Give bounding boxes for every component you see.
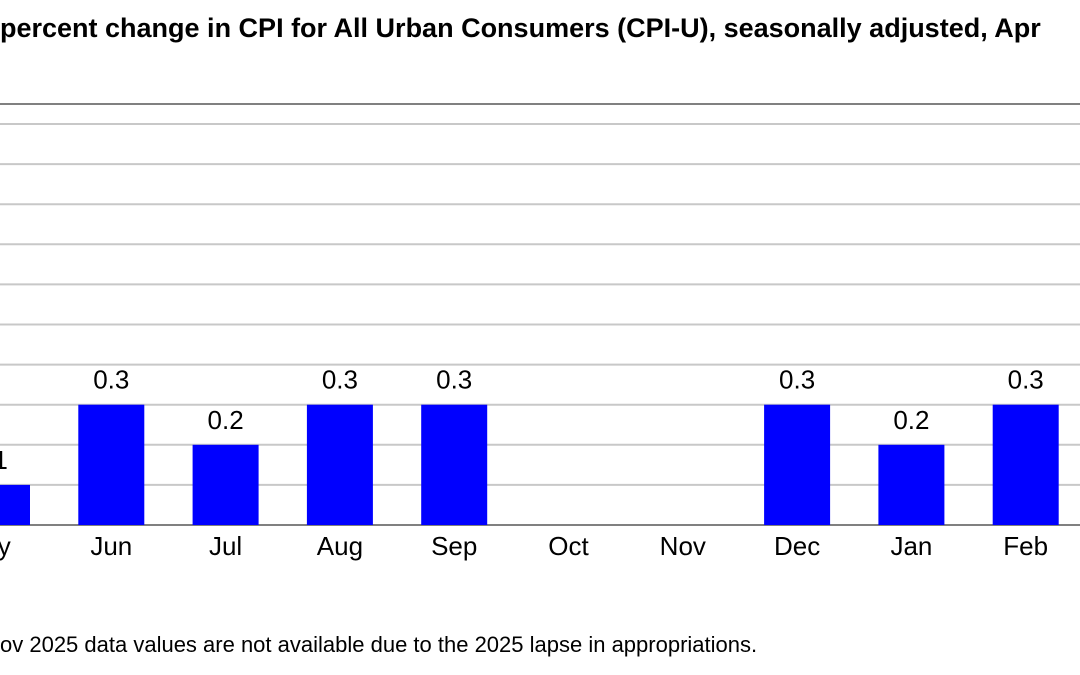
data-label-dec: 0.3	[779, 365, 815, 395]
x-tick-jun: Jun	[90, 531, 132, 561]
data-label-aug: 0.3	[322, 365, 358, 395]
bar-chart: .1 0.3 0.2 0.3 0.3 0.3 0.2 0.3 ay Jun Jul Aug Sep Oc…	[0, 103, 1080, 561]
x-tick-dec: Dec	[774, 531, 820, 561]
data-labels: .1 0.3 0.2 0.3 0.3 0.3 0.2 0.3	[0, 365, 1044, 475]
data-label-jul: 0.2	[208, 405, 244, 435]
footnote: ov 2025 data values are not available du…	[0, 632, 758, 657]
bar-sep	[421, 404, 488, 525]
x-tick-ay: ay	[0, 531, 11, 561]
bar-feb	[992, 404, 1059, 525]
x-tick-nov: Nov	[660, 531, 706, 561]
x-tick-aug: Aug	[317, 531, 363, 561]
chart-title: percent change in CPI for All Urban Cons…	[0, 13, 1041, 43]
x-tick-labels: ay Jun Jul Aug Sep Oct Nov Dec Jan Feb	[0, 531, 1048, 561]
x-tick-sep: Sep	[431, 531, 477, 561]
bar-jun	[78, 404, 145, 525]
bar-dec	[764, 404, 831, 525]
data-label-jun: 0.3	[93, 365, 129, 395]
bar-aug	[306, 404, 373, 525]
grid-lines	[0, 103, 1080, 526]
bar-jan	[878, 444, 945, 525]
x-tick-jul: Jul	[209, 531, 242, 561]
bar-ay	[0, 484, 30, 525]
x-tick-oct: Oct	[548, 531, 589, 561]
bars	[0, 404, 1059, 525]
data-label-ay: .1	[0, 445, 8, 475]
data-label-jan: 0.2	[893, 405, 929, 435]
x-tick-jan: Jan	[890, 531, 932, 561]
data-label-feb: 0.3	[1008, 365, 1044, 395]
x-tick-feb: Feb	[1003, 531, 1048, 561]
bar-jul	[192, 444, 259, 525]
data-label-sep: 0.3	[436, 365, 472, 395]
